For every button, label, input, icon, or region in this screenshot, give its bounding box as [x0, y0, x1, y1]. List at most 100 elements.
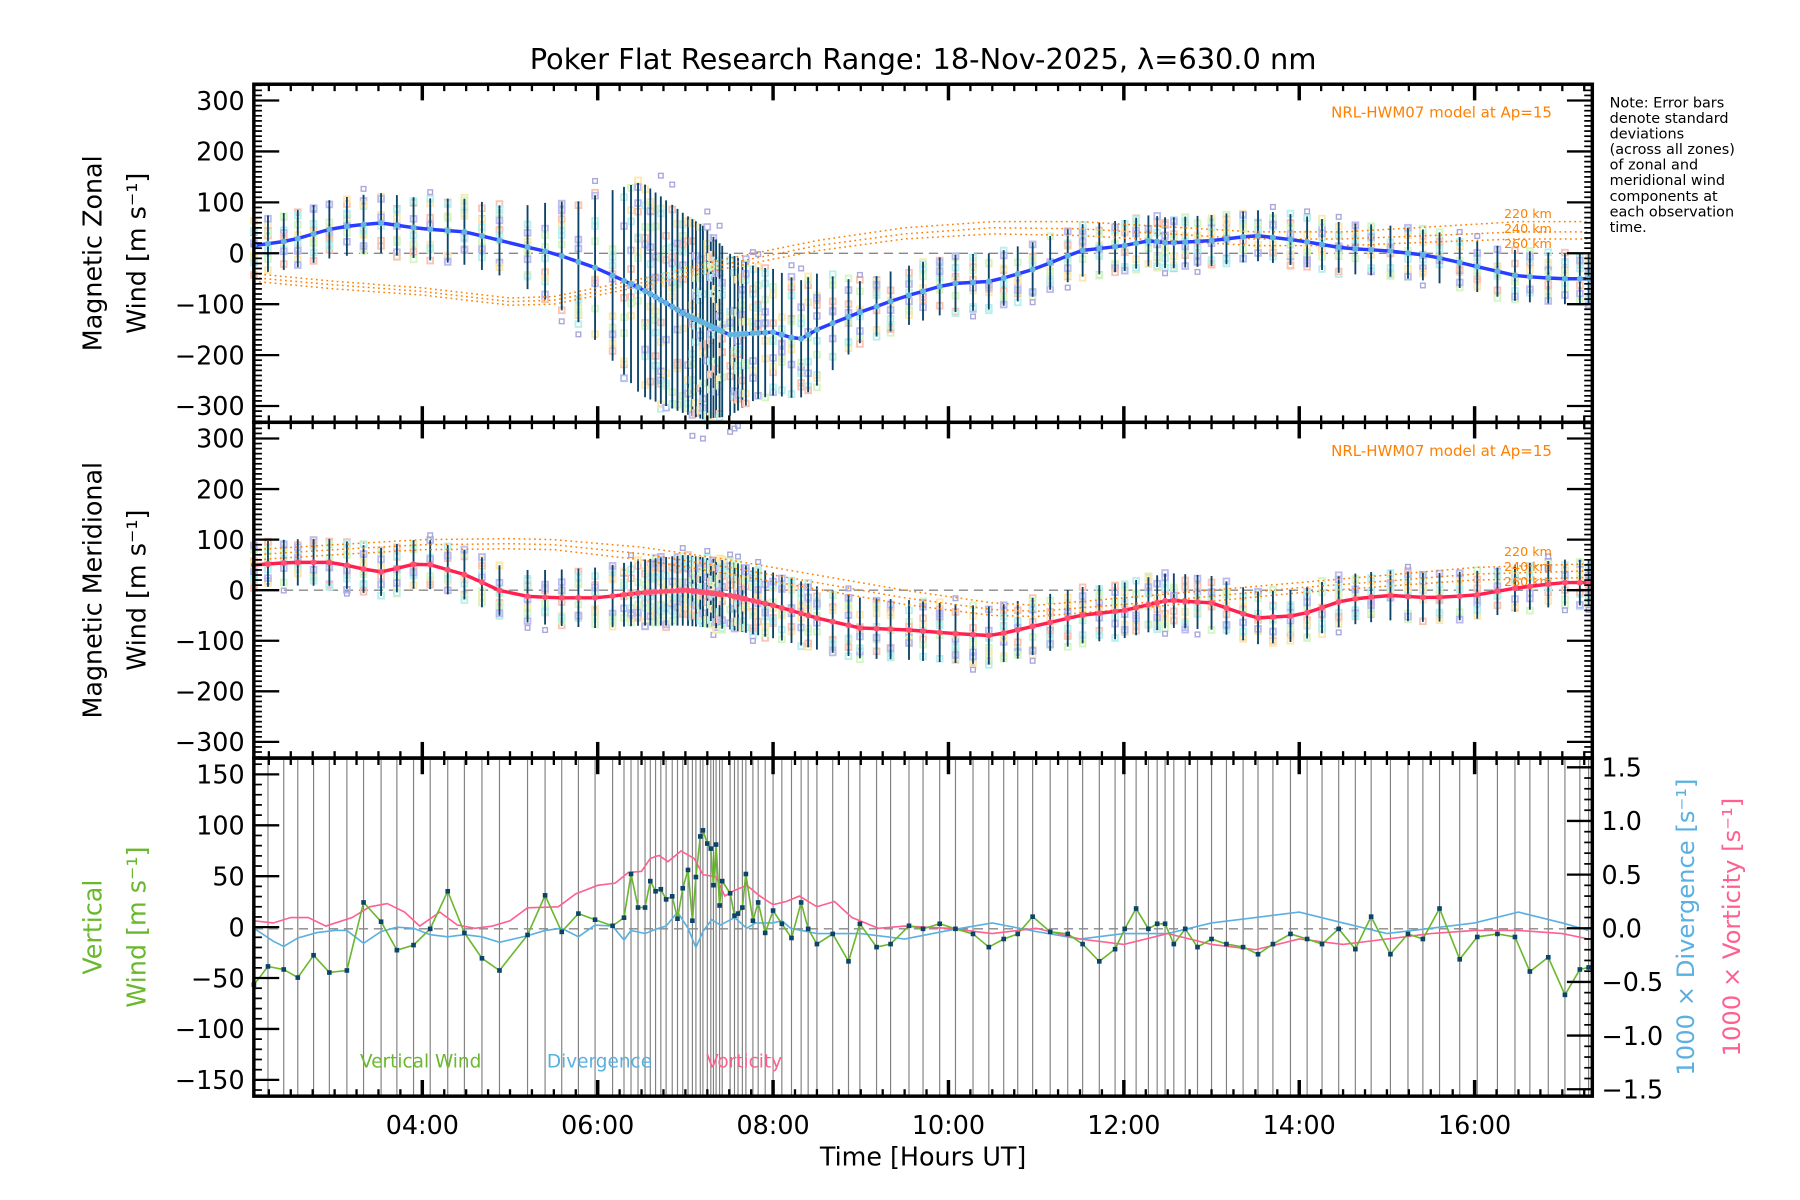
mean-wind-point	[952, 280, 959, 287]
y-tick-label: 200	[196, 137, 244, 167]
vertical-wind-point	[762, 930, 768, 936]
outlier-sample	[558, 318, 565, 325]
vertical-wind-point	[906, 923, 912, 929]
vertical-wind-point	[717, 903, 722, 908]
outlier-sample	[1269, 203, 1276, 210]
vertical-wind-point	[1122, 926, 1128, 932]
vertical-wind-point	[711, 882, 716, 888]
note-line: of zonal and	[1610, 158, 1699, 174]
y-tick-label: 100	[196, 188, 244, 218]
mean-wind-point	[1255, 614, 1262, 621]
vertical-wind-point	[1030, 914, 1035, 919]
note-line: meridional wind	[1610, 173, 1725, 189]
mean-wind-point	[310, 230, 317, 237]
vertical-wind-point	[857, 921, 863, 927]
vertical-wind-point	[708, 846, 714, 851]
outlier-sample	[1335, 213, 1342, 220]
mean-wind-point	[1170, 597, 1177, 604]
mean-wind-point	[1133, 240, 1140, 247]
outlier-sample	[970, 313, 977, 320]
vertical-wind-point	[327, 970, 332, 975]
outlier-sample	[734, 553, 741, 560]
mean-wind-point	[444, 566, 451, 573]
mean-wind-point	[906, 626, 912, 633]
note-line: (across all zones)	[1610, 142, 1735, 158]
mean-wind-point	[749, 330, 756, 337]
outlier-sample	[679, 545, 686, 552]
mean-wind-point	[1014, 626, 1021, 633]
vertical-wind-point	[705, 841, 710, 846]
mean-wind-point	[692, 588, 699, 595]
mean-wind-point	[1182, 598, 1189, 605]
mean-wind-point	[1096, 245, 1103, 252]
vorticity-line	[253, 849, 1589, 951]
mean-wind-point	[856, 309, 863, 316]
mean-wind-point	[343, 223, 350, 230]
mean-wind-point	[575, 258, 582, 265]
mean-wind-point	[663, 300, 670, 307]
y-tick-label: 150	[196, 760, 244, 790]
mean-wind-point	[360, 221, 367, 228]
x-axis: 04:00 06:00 08:00 10:00 12:00 14:00 16:00 Time …	[386, 1110, 1511, 1171]
vertical-wind-point	[1586, 965, 1591, 970]
vertical-wind-point	[344, 968, 350, 973]
mean-wind-point	[378, 220, 385, 227]
mean-wind-point	[887, 298, 894, 305]
mean-wind-point	[699, 589, 706, 596]
vertical-wind-point	[779, 921, 785, 927]
vertical-wind-point	[295, 975, 301, 980]
mean-wind-point	[936, 283, 943, 290]
model-curve-240km	[253, 542, 1589, 613]
mean-wind-point	[326, 559, 333, 566]
mean-wind-point	[663, 588, 670, 595]
vertical-wind-point	[846, 959, 851, 964]
vertical-wind-point	[1240, 944, 1246, 950]
mean-wind-point	[635, 284, 642, 291]
y-tick-label: −300	[175, 727, 245, 757]
vertical-wind-point	[1195, 944, 1200, 950]
vertical-wind-point	[675, 916, 680, 921]
mean-wind-point	[1335, 598, 1342, 605]
outlier-sample	[427, 189, 434, 196]
mean-wind-point	[1511, 272, 1518, 279]
zone-sample	[828, 270, 837, 279]
mean-wind-point	[788, 607, 795, 614]
y2-tick-label: −0.5	[1602, 967, 1664, 997]
mean-wind-point	[1047, 259, 1054, 266]
mean-wind-point	[679, 309, 686, 316]
mean-wind-point	[1319, 241, 1326, 248]
vertical-wind-point	[1495, 931, 1500, 937]
mean-wind-point	[970, 279, 977, 286]
vertical-wind-point	[1288, 931, 1293, 937]
y2-axis-label-divergence: 1000 × Divergence [s⁻¹]	[1672, 779, 1700, 1076]
mean-wind-point	[524, 244, 531, 251]
mean-wind-point	[829, 320, 836, 327]
x-tick-label: 08:00	[737, 1110, 810, 1140]
mean-wind-point	[1208, 237, 1215, 244]
y-tick-label: 300	[196, 424, 244, 454]
y-tick-label: −100	[175, 1014, 245, 1044]
divergence-line	[253, 910, 1589, 950]
outlier-sample	[845, 585, 852, 592]
outlier-sample	[704, 548, 711, 555]
mean-wind-point	[829, 618, 836, 625]
vertical-wind-point	[1270, 941, 1276, 947]
mean-wind-point	[719, 591, 726, 598]
vertical-wind-point	[770, 908, 776, 913]
mean-wind-point	[1145, 601, 1152, 608]
mean-wind-point	[1133, 604, 1140, 611]
vertical-wind-point	[658, 886, 664, 892]
vertical-wind-point	[1319, 941, 1325, 947]
x-tick-label: 06:00	[561, 1110, 634, 1140]
mean-wind-point	[1576, 579, 1583, 586]
mean-wind-point	[360, 566, 367, 573]
outlier-sample	[1029, 657, 1036, 664]
mean-wind-point	[674, 587, 681, 594]
outlier-sample	[798, 265, 805, 272]
mean-wind-point	[592, 264, 599, 271]
mean-wind-point	[657, 588, 664, 595]
model-curve-220km	[253, 220, 1589, 299]
vertical-wind-point	[727, 891, 733, 896]
vertical-wind-point	[814, 941, 820, 947]
